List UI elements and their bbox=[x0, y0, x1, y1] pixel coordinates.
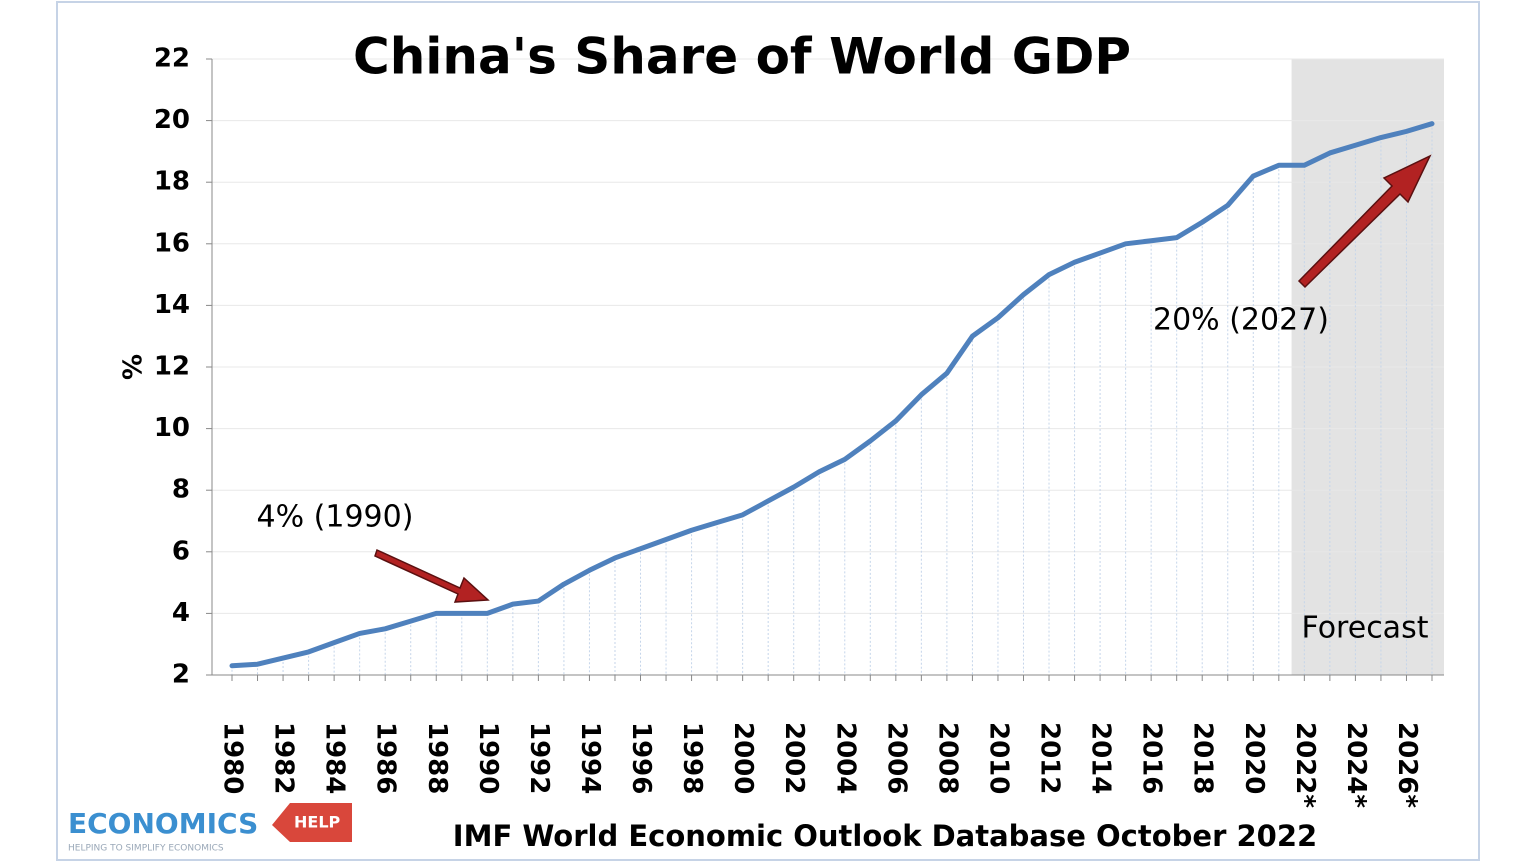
annotation: 4% (1990) bbox=[257, 500, 414, 535]
x-tick-label: 2024* bbox=[1341, 722, 1371, 808]
x-tick-label: 1994 bbox=[575, 722, 605, 794]
y-tick-label: 22 bbox=[154, 44, 190, 74]
x-tick-label: 2018 bbox=[1188, 722, 1218, 794]
y-tick-label: 16 bbox=[154, 228, 190, 258]
annotation: Forecast bbox=[1302, 611, 1429, 646]
x-tick-label: 2020 bbox=[1239, 722, 1269, 794]
frame bbox=[56, 1, 1480, 861]
y-tick-label: 18 bbox=[154, 167, 190, 197]
y-tick-label: 14 bbox=[154, 290, 190, 320]
x-tick-label: 1988 bbox=[422, 722, 452, 794]
x-tick-label: 1980 bbox=[218, 722, 248, 794]
annotation: 20% (2027) bbox=[1153, 303, 1329, 338]
x-tick-label: 2002 bbox=[779, 722, 809, 794]
source-note: IMF World Economic Outlook Database Octo… bbox=[453, 819, 1317, 853]
x-tick-label: 2006 bbox=[881, 722, 911, 794]
x-tick-label: 2016 bbox=[1137, 722, 1167, 794]
x-tick-label: 1984 bbox=[320, 722, 350, 794]
chart-title: China's Share of World GDP bbox=[353, 28, 1131, 86]
x-tick-label: 2008 bbox=[932, 722, 962, 794]
logo-tag-shape bbox=[272, 803, 352, 842]
logo-name: ECONOMICS bbox=[68, 807, 258, 840]
x-tick-label: 1990 bbox=[473, 722, 503, 794]
x-tick-label: 1986 bbox=[371, 722, 401, 794]
x-tick-label: 2022* bbox=[1290, 722, 1320, 808]
y-tick-label: 2 bbox=[172, 660, 190, 690]
y-tick-label: 10 bbox=[154, 413, 190, 443]
logo: ECONOMICS HELP HELPING TO SIMPLIFY ECONO… bbox=[68, 803, 352, 854]
y-tick-label: 6 bbox=[172, 536, 190, 566]
x-tick-label: 2026* bbox=[1392, 722, 1422, 808]
x-tick-label: 1996 bbox=[626, 722, 656, 794]
logo-tagline: HELPING TO SIMPLIFY ECONOMICS bbox=[68, 844, 224, 854]
x-tick-label: 2010 bbox=[983, 722, 1013, 794]
x-tick-label: 1998 bbox=[677, 722, 707, 794]
plot-area: 2 4 6 8 10 12 14 16 18 20 22 1980 1982 1984 1986 1988 19… bbox=[154, 44, 1444, 808]
y-tick-label: 20 bbox=[154, 105, 190, 135]
data-line bbox=[229, 121, 1435, 669]
y-tick-label: 8 bbox=[172, 475, 190, 505]
x-tick-label: 2014 bbox=[1086, 722, 1116, 794]
x-tick-label: 1982 bbox=[269, 722, 299, 794]
y-axis-label: % bbox=[119, 354, 149, 380]
y-tick-label: 4 bbox=[172, 598, 190, 628]
x-tick-label: 2000 bbox=[728, 722, 758, 794]
x-tick-label: 1992 bbox=[524, 722, 554, 794]
arrow bbox=[374, 154, 1432, 603]
x-tick-label: 2012 bbox=[1035, 722, 1065, 794]
y-tick-label: 12 bbox=[154, 352, 190, 382]
x-tick-label: 2004 bbox=[830, 722, 860, 794]
logo-tag: HELP bbox=[294, 813, 341, 832]
